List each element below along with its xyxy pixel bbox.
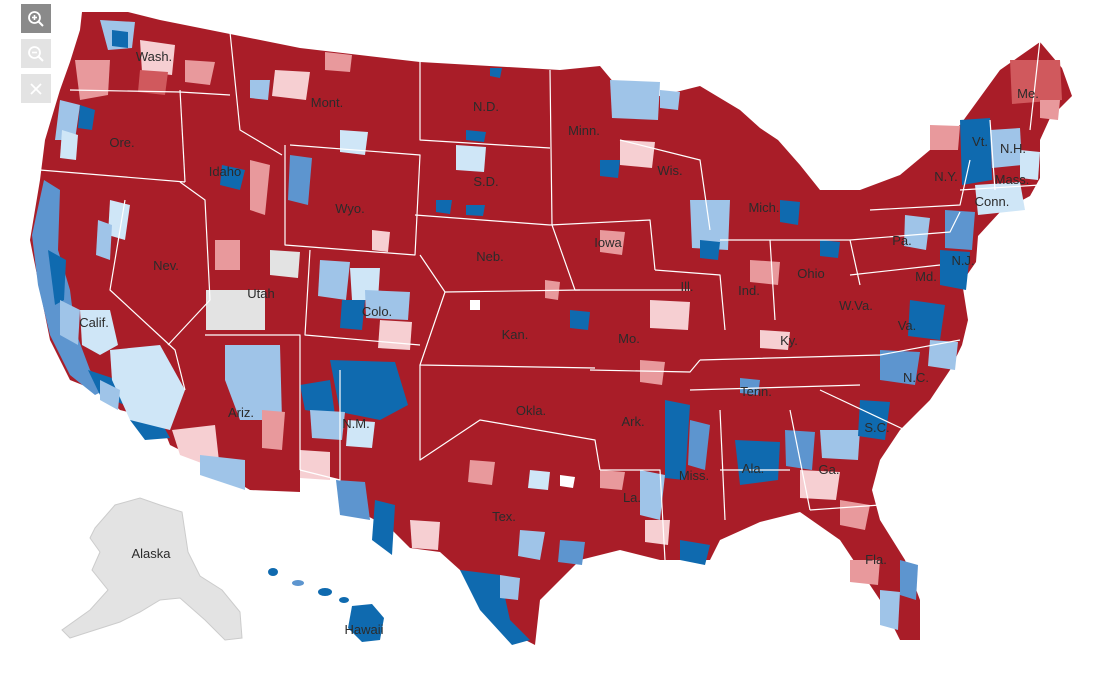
- zoom-in-button[interactable]: [21, 4, 51, 33]
- label-nc: N.C.: [903, 370, 929, 385]
- label-mich: Mich.: [748, 200, 779, 215]
- label-ga: Ga.: [819, 462, 840, 477]
- label-calif: Calif.: [79, 315, 109, 330]
- label-mont: Mont.: [311, 95, 344, 110]
- zoom-controls: [21, 4, 51, 103]
- label-conn: Conn.: [975, 194, 1010, 209]
- label-kan: Kan.: [502, 327, 529, 342]
- label-la: La.: [623, 490, 641, 505]
- label-idaho: Idaho: [209, 164, 242, 179]
- label-utah: Utah: [247, 286, 274, 301]
- label-va: Va.: [898, 318, 917, 333]
- label-mo: Mo.: [618, 331, 640, 346]
- label-nm: N.M.: [342, 416, 369, 431]
- zoom-out-button[interactable]: [21, 39, 51, 68]
- label-wyo: Wyo.: [335, 201, 365, 216]
- label-ny: N.Y.: [934, 169, 958, 184]
- zoom-out-icon: [28, 45, 44, 62]
- label-ohio: Ohio: [797, 266, 824, 281]
- label-iowa: Iowa: [594, 235, 622, 250]
- state-labels: Wash. Ore. Calif. Nev. Idaho Mont. Wyo. …: [79, 49, 1039, 637]
- label-fla: Fla.: [865, 552, 887, 567]
- label-nj: N.J.: [951, 253, 974, 268]
- label-colo: Colo.: [362, 304, 392, 319]
- label-me: Me.: [1017, 86, 1039, 101]
- label-ind: Ind.: [738, 283, 760, 298]
- label-pa: Pa.: [892, 233, 912, 248]
- hawaii-islands[interactable]: [268, 568, 384, 642]
- label-ore: Ore.: [109, 135, 134, 150]
- label-ky: Ky.: [780, 333, 798, 348]
- label-sd: S.D.: [473, 174, 498, 189]
- label-alaska: Alaska: [131, 546, 171, 561]
- label-mass: Mass.: [995, 172, 1030, 187]
- label-hawaii: Hawaii: [344, 622, 383, 637]
- label-minn: Minn.: [568, 123, 600, 138]
- label-wva: W.Va.: [839, 298, 873, 313]
- label-sc: S.C.: [864, 420, 889, 435]
- label-md: Md.: [915, 269, 937, 284]
- label-nh: N.H.: [1000, 141, 1026, 156]
- label-tenn: Tenn.: [740, 384, 772, 399]
- label-nd: N.D.: [473, 99, 499, 114]
- label-miss: Miss.: [679, 468, 709, 483]
- county-patches: [32, 20, 1062, 645]
- label-okla: Okla.: [516, 403, 546, 418]
- label-vt: Vt.: [972, 134, 988, 149]
- label-tex: Tex.: [492, 509, 516, 524]
- label-neb: Neb.: [476, 249, 503, 264]
- label-nev: Nev.: [153, 258, 179, 273]
- label-ala: Ala.: [742, 461, 764, 476]
- label-wash: Wash.: [136, 49, 172, 64]
- alaska-shape[interactable]: [61, 497, 243, 641]
- label-wis: Wis.: [657, 163, 682, 178]
- state-borders: [39, 31, 1041, 561]
- label-ill: Ill.: [681, 279, 694, 294]
- label-ark: Ark.: [621, 414, 644, 429]
- label-ariz: Ariz.: [228, 405, 254, 420]
- reset-zoom-button[interactable]: [21, 74, 51, 103]
- zoom-in-icon: [28, 10, 44, 27]
- close-icon: [30, 82, 42, 95]
